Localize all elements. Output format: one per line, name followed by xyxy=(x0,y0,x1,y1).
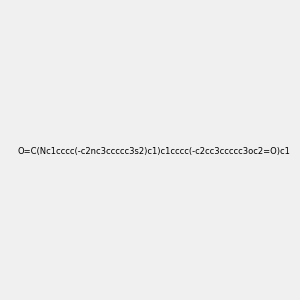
Text: O=C(Nc1cccc(-c2nc3ccccc3s2)c1)c1cccc(-c2cc3ccccc3oc2=O)c1: O=C(Nc1cccc(-c2nc3ccccc3s2)c1)c1cccc(-c2… xyxy=(17,147,290,156)
